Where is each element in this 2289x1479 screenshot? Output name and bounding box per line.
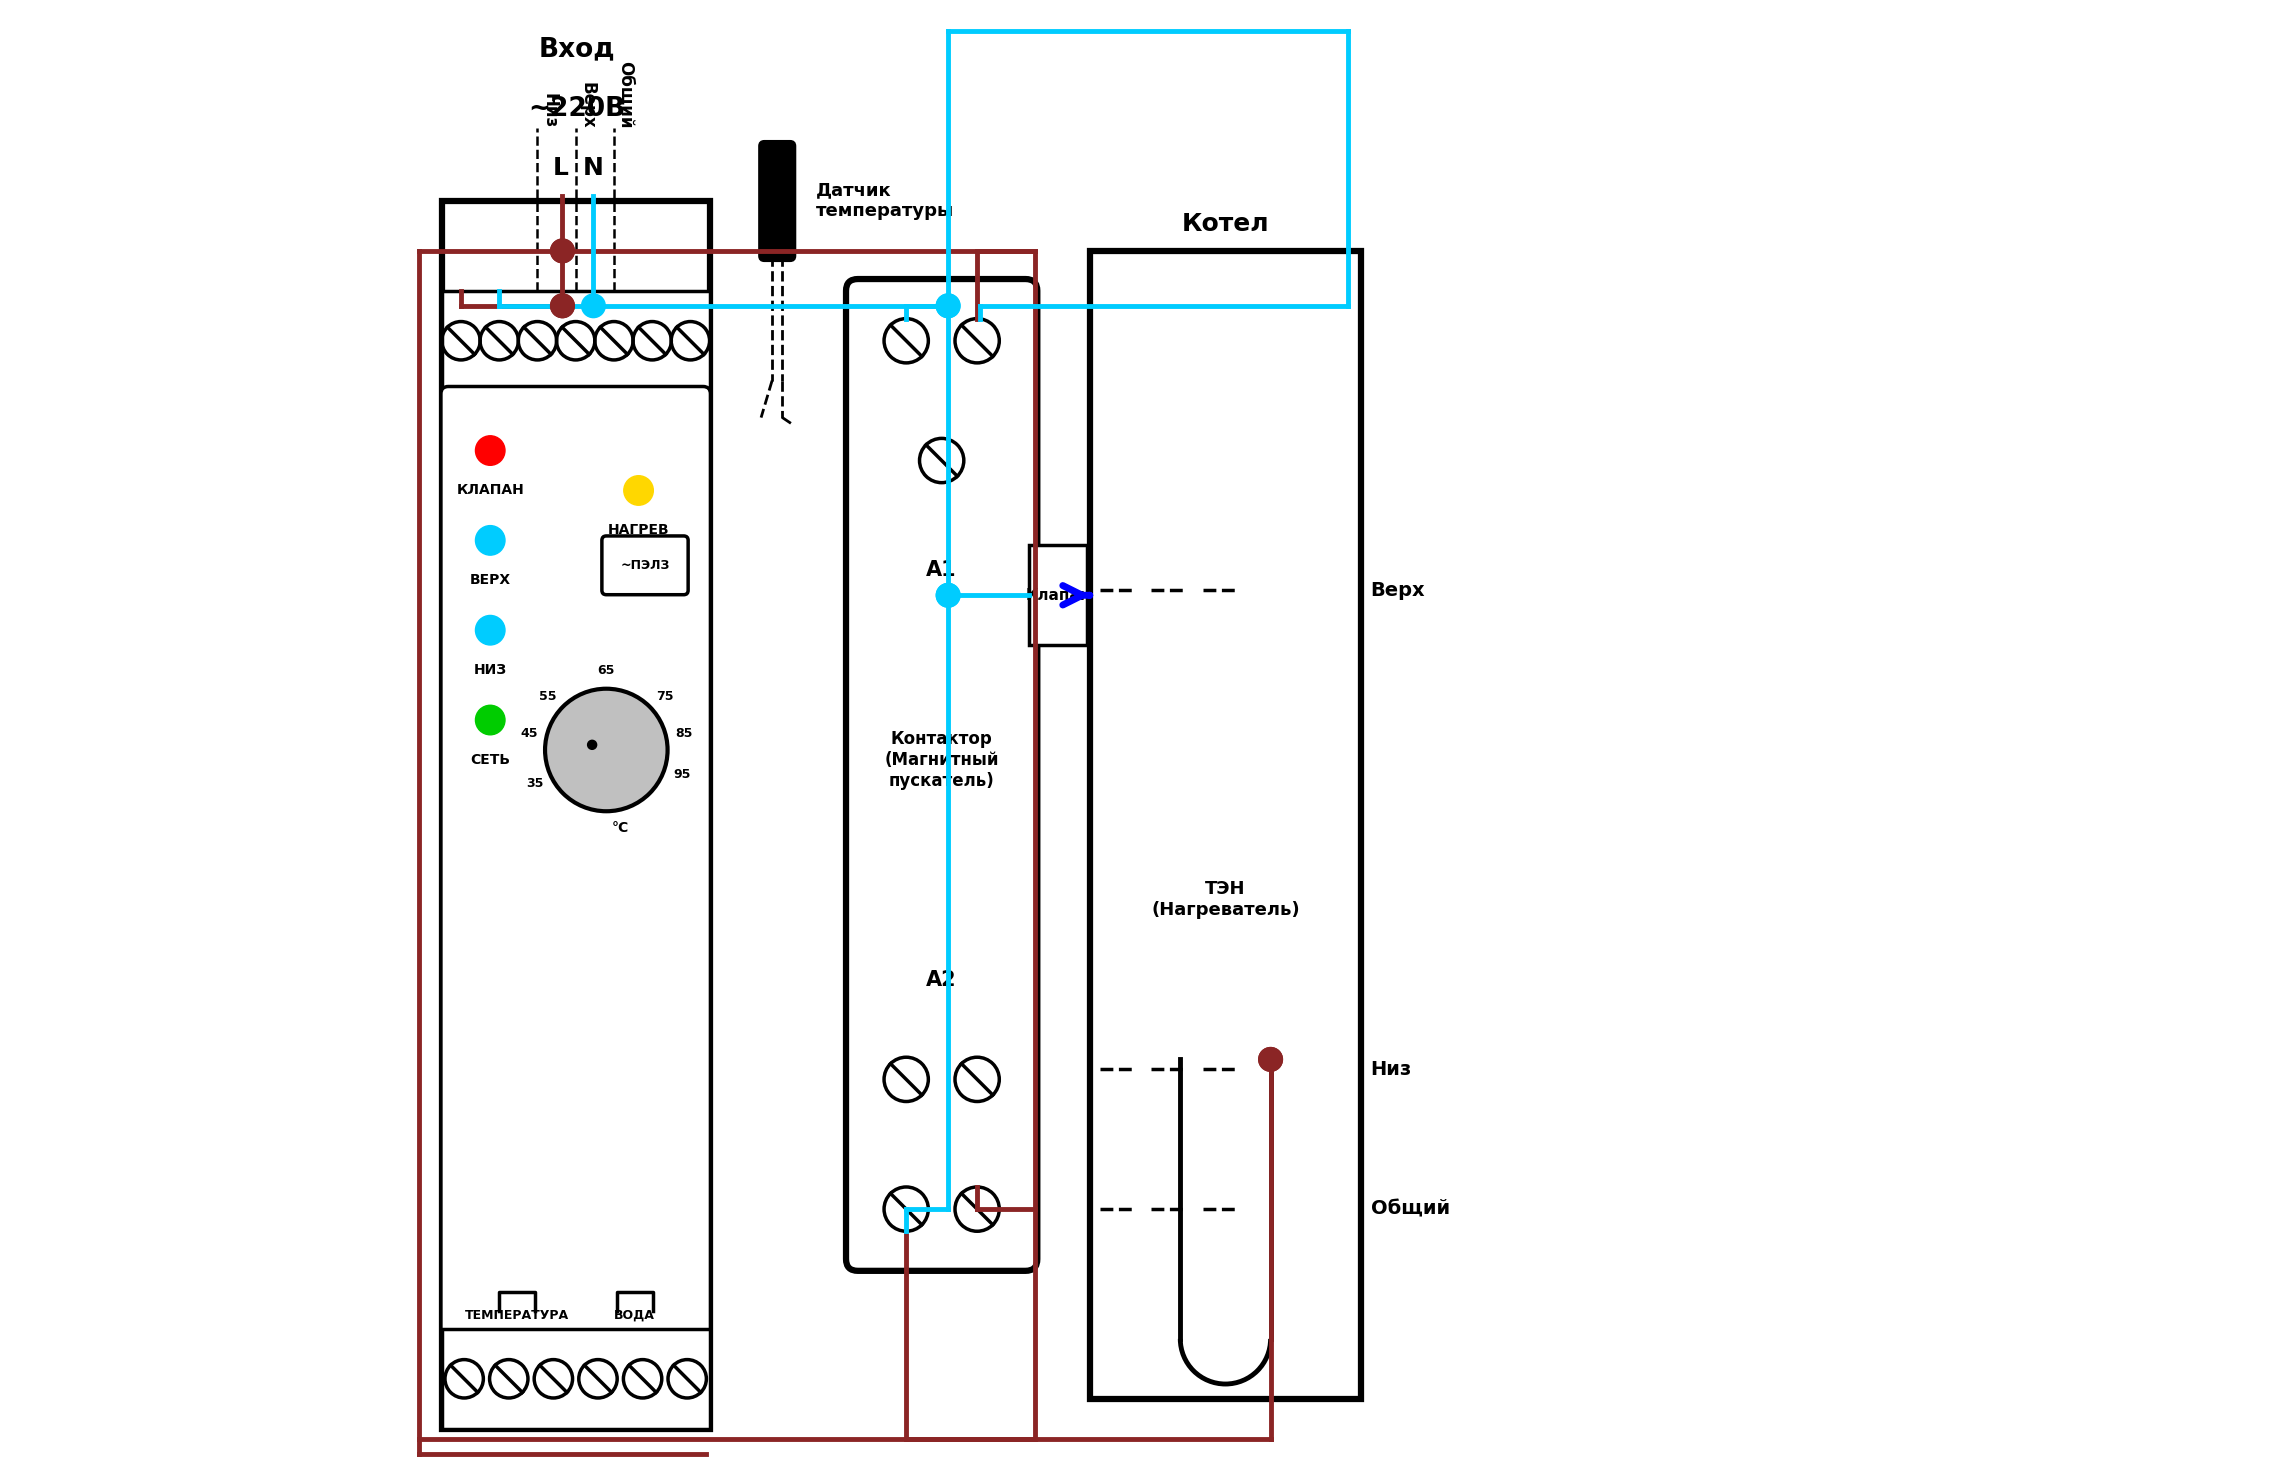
Text: ВОДА: ВОДА <box>613 1309 655 1322</box>
Text: °С: °С <box>611 821 629 836</box>
Text: Контактор
(Магнитный
пускатель): Контактор (Магнитный пускатель) <box>884 731 998 790</box>
Text: Вход: Вход <box>538 37 616 62</box>
Text: Низ: Низ <box>540 93 559 129</box>
Text: ВЕРХ: ВЕРХ <box>469 572 510 587</box>
Text: КЛАПАН: КЛАПАН <box>456 484 524 497</box>
Text: НАГРЕВ: НАГРЕВ <box>609 524 668 537</box>
Text: 75: 75 <box>657 691 673 704</box>
Bar <box>442 291 710 390</box>
Text: Общий: Общий <box>1371 1199 1449 1219</box>
Bar <box>1028 546 1087 645</box>
Bar <box>1090 251 1362 1399</box>
Circle shape <box>476 705 506 735</box>
Text: 95: 95 <box>673 768 691 781</box>
Text: А2: А2 <box>927 970 957 989</box>
Text: ~ПЭЛЗ: ~ПЭЛЗ <box>620 559 671 572</box>
Text: 45: 45 <box>520 728 538 740</box>
Text: Котел: Котел <box>1181 211 1268 237</box>
FancyBboxPatch shape <box>847 280 1037 1270</box>
Circle shape <box>581 294 604 318</box>
Circle shape <box>476 436 506 466</box>
FancyBboxPatch shape <box>602 535 689 595</box>
Circle shape <box>936 294 959 318</box>
Text: СЕТЬ: СЕТЬ <box>469 753 510 766</box>
Circle shape <box>936 583 959 606</box>
Text: Верх: Верх <box>579 81 597 129</box>
Circle shape <box>552 294 575 318</box>
Circle shape <box>552 294 575 318</box>
Text: L: L <box>554 157 570 180</box>
FancyBboxPatch shape <box>760 142 794 260</box>
Text: N: N <box>584 157 604 180</box>
Text: Общий: Общий <box>616 61 634 129</box>
Text: ТЭН
(Нагреватель): ТЭН (Нагреватель) <box>1151 880 1300 918</box>
Text: А1: А1 <box>927 561 957 580</box>
Text: ТЕМПЕРАТУРА: ТЕМПЕРАТУРА <box>465 1309 570 1322</box>
Text: Датчик
температуры: Датчик температуры <box>815 182 955 220</box>
Circle shape <box>552 240 575 263</box>
Text: Верх: Верх <box>1371 581 1426 600</box>
Bar <box>442 201 710 1429</box>
Text: ~220В: ~220В <box>529 96 625 123</box>
Circle shape <box>588 741 597 750</box>
Circle shape <box>625 476 652 506</box>
Circle shape <box>545 689 668 812</box>
Text: 35: 35 <box>526 776 542 790</box>
Text: Низ: Низ <box>1371 1060 1412 1078</box>
Circle shape <box>1259 1047 1282 1071</box>
Circle shape <box>476 525 506 555</box>
Circle shape <box>936 583 959 606</box>
Text: 85: 85 <box>675 728 694 740</box>
Text: НИЗ: НИЗ <box>474 663 506 677</box>
Bar <box>442 1330 710 1429</box>
Text: 65: 65 <box>597 664 616 677</box>
Circle shape <box>476 615 506 645</box>
Circle shape <box>1259 1047 1282 1071</box>
Text: Клапан: Клапан <box>1025 587 1090 603</box>
Circle shape <box>552 240 575 263</box>
Circle shape <box>936 294 959 318</box>
Text: 55: 55 <box>538 691 556 704</box>
FancyBboxPatch shape <box>442 386 710 1336</box>
